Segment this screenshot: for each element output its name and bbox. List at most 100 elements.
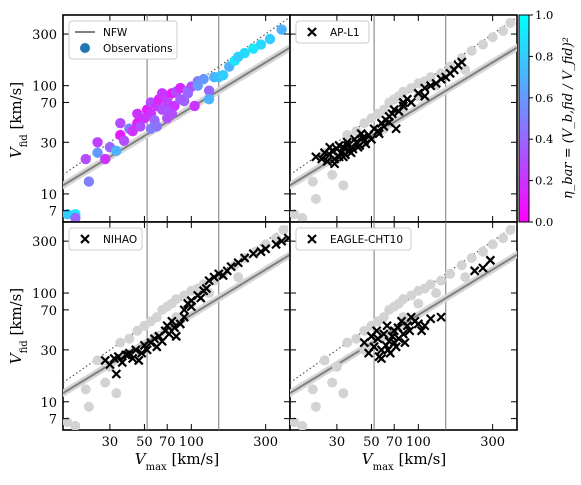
panels-layer: NFW Observations AP-L1 NIHAO EAGLE-CHT10 (62, 14, 518, 431)
legend: EAGLE-CHT10 (295, 227, 412, 251)
observation-point (276, 24, 287, 35)
observation-point (239, 47, 250, 59)
simulation-point (136, 348, 147, 358)
observation-point (162, 113, 173, 124)
y-tick-label: 7 (49, 205, 57, 220)
simulation-point (436, 312, 446, 322)
simulation-point (387, 331, 398, 342)
observation-point (327, 169, 338, 180)
y-tick-label: 30 (40, 136, 57, 151)
observation-point (460, 64, 471, 75)
simulation-point (122, 350, 133, 360)
simulation-point (169, 322, 180, 333)
observation-point (297, 420, 308, 430)
legend-label: AP-L1 (330, 27, 360, 39)
simulation-point (342, 140, 353, 151)
simulation-point (260, 244, 271, 254)
simulation-point (186, 301, 197, 312)
simulation-point (400, 337, 410, 348)
observation-point (498, 233, 509, 244)
simulation-point (271, 239, 281, 250)
simulation-point (256, 246, 266, 257)
y-tick-label: 300 (32, 235, 57, 250)
x-axis-label-right: Vmax [km/s] (362, 450, 446, 473)
simulation-point (389, 337, 399, 348)
observation-point (203, 94, 215, 105)
observation-point (359, 325, 370, 336)
observation-point (310, 401, 321, 412)
colorbar-gradient (518, 14, 530, 223)
observation-point (290, 209, 300, 220)
observation-point (466, 45, 477, 56)
nfw-curve (63, 46, 290, 187)
simulation-point (233, 257, 243, 268)
observation-point (505, 224, 516, 235)
y-tick-label: 300 (32, 28, 57, 43)
simulation-point (342, 137, 353, 148)
observation-point (92, 137, 103, 148)
simulation-point (317, 154, 327, 164)
y-tick-label: 70 (40, 304, 57, 319)
series-ap-l1 (311, 57, 467, 169)
observation-point (169, 100, 180, 112)
y-tick-label: 100 (32, 287, 57, 302)
simulation-point (157, 336, 167, 347)
simulation-point (425, 80, 436, 91)
panel-ticks (290, 15, 517, 222)
x-tick-label: 100 (179, 435, 204, 450)
observation-point (192, 80, 203, 91)
observation-point (111, 145, 122, 157)
colorbar-tick-label: 0.6 (535, 91, 553, 105)
x-tick-label: 50 (363, 435, 380, 450)
observation-point (179, 290, 190, 301)
simulation-point (149, 333, 160, 344)
observation-point (115, 118, 126, 129)
simulation-point (425, 313, 436, 324)
observation-point (456, 260, 467, 271)
simulation-point (142, 345, 152, 355)
observation-point (338, 180, 349, 191)
observation-point (70, 420, 81, 430)
observation-point (217, 70, 229, 81)
observation-point (124, 333, 135, 344)
simulation-point (201, 283, 212, 294)
panel-bottom-left: NIHAO (62, 221, 291, 431)
legend-simulation-swatch (307, 234, 317, 244)
legend-box (295, 20, 370, 44)
observation-point (477, 39, 488, 50)
y-tick-label: 7 (49, 413, 57, 428)
simulation-point (179, 305, 189, 315)
simulation-point (456, 57, 467, 67)
observation-point (92, 147, 103, 158)
observation-point (189, 100, 200, 112)
legend-simulation-swatch (307, 27, 317, 37)
simulation-point (384, 117, 394, 127)
observation-point (203, 85, 215, 96)
observation-point (487, 32, 498, 43)
observation-point (425, 279, 436, 290)
x-tick-label: 50 (136, 435, 153, 450)
simulation-point (179, 312, 189, 322)
observation-point (413, 298, 424, 309)
observation-point (290, 417, 300, 428)
simulation-point (359, 337, 370, 348)
simulation-point (420, 91, 430, 101)
nfw-curve (63, 253, 290, 395)
simulation-point (359, 135, 370, 146)
x-tick-label: 300 (253, 435, 278, 450)
simulation-point (469, 266, 480, 276)
simulation-point (322, 156, 332, 167)
x-axis-label-left: Vmax [km/s] (135, 450, 219, 473)
panel-plot-area (63, 222, 290, 430)
simulation-point (329, 158, 340, 169)
observation-point (132, 325, 143, 336)
legend-box (295, 227, 412, 251)
simulation-point (402, 320, 413, 331)
panel-ticks (290, 222, 517, 430)
observation-point (307, 384, 318, 395)
simulation-point (416, 325, 427, 336)
panel-plot-area (290, 15, 517, 222)
observation-point (264, 33, 276, 45)
colorbar-tick-label: 1.0 (535, 8, 553, 22)
